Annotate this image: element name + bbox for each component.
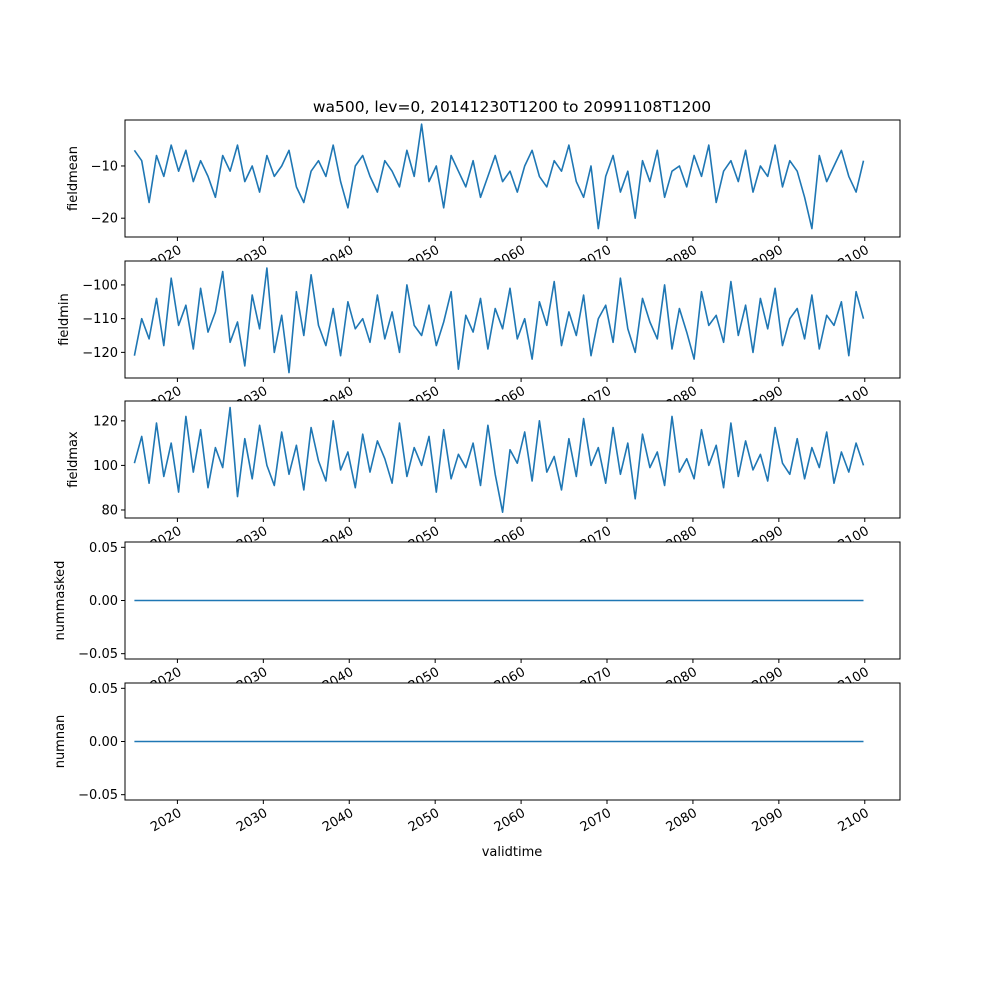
fieldmean-axis-label: fieldmean [66, 146, 81, 211]
fieldmin-ytick-label: −120 [82, 346, 118, 361]
axes-background [125, 261, 900, 378]
numnan-xtick-label: 2080 [664, 806, 700, 836]
fieldmax-ytick-label: 80 [101, 503, 118, 518]
fieldmax-axis-label: fieldmax [66, 431, 81, 488]
x-axis-label: validtime [482, 845, 543, 860]
fieldmin-axes-frame [124, 260, 901, 379]
numnan-xtick-label: 2090 [750, 806, 786, 836]
nummasked-ytick-label: 0.00 [89, 594, 118, 609]
numnan-ytick-label: 0.00 [89, 735, 118, 750]
numnan-xtick-label: 2050 [406, 806, 442, 836]
subplot-numnan: 0.05 0.00 −0.05 numnan 2020 2030 2040 2050 2060 2… [53, 682, 901, 836]
numnan-xtick-label: 2040 [320, 806, 356, 836]
numnan-ytick-label: −0.05 [78, 788, 118, 803]
nummasked-axis-label: nummasked [53, 561, 68, 641]
numnan-xtick-label: 2020 [148, 806, 184, 836]
fieldmin-axis-label: fieldmin [57, 293, 72, 346]
numnan-xtick-label: 2070 [578, 806, 614, 836]
fieldmean-ytick-label: −10 [91, 159, 118, 174]
fieldmean-ytick-label: −20 [91, 212, 118, 227]
numnan-xtick-label: 2060 [492, 806, 528, 836]
numnan-ytick-label: 0.05 [89, 682, 118, 697]
numnan-xtick-label: 2030 [234, 806, 270, 836]
fieldmean-axes-frame [124, 119, 901, 238]
fieldmax-series-line [133, 406, 865, 514]
axes-background [125, 401, 900, 518]
fieldmin-ytick-label: −100 [82, 278, 118, 293]
numnan-axis-label: numnan [53, 715, 68, 769]
nummasked-ytick-label: −0.05 [78, 647, 118, 662]
chart-title: wa500, lev=0, 20141230T1200 to 20991108T… [313, 98, 711, 116]
fieldmin-series-line [133, 267, 865, 374]
fieldmax-ytick-label: 120 [93, 414, 118, 429]
nummasked-ytick-label: 0.05 [89, 541, 118, 556]
fieldmean-series-line [133, 123, 865, 230]
fieldmax-axes-frame [124, 400, 901, 519]
numnan-xtick-label: 2100 [836, 806, 872, 836]
fieldmin-ytick-label: −110 [82, 312, 118, 327]
fieldmax-ytick-label: 100 [93, 459, 118, 474]
